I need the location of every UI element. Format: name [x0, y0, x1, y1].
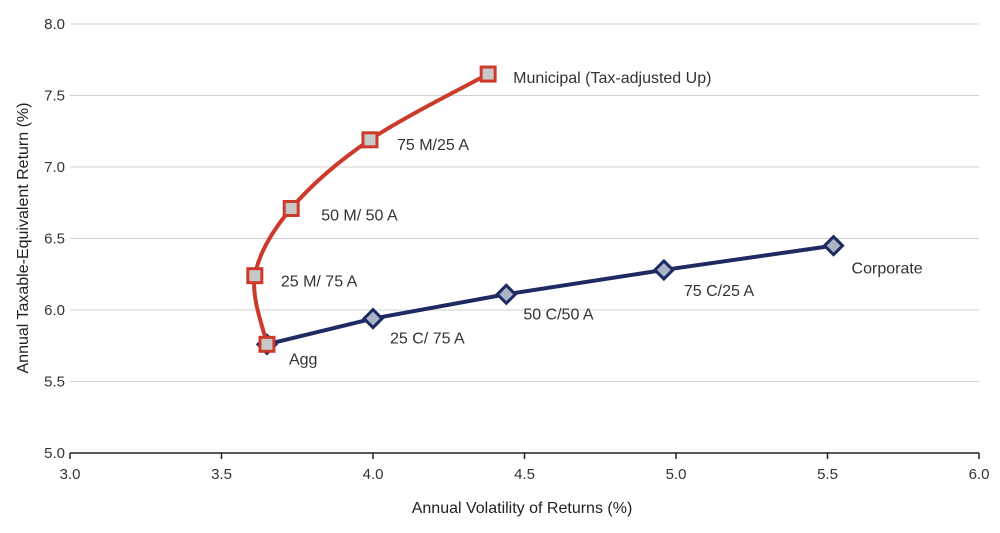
x-tick-label: 4.5: [514, 466, 535, 483]
corporate-point: [361, 307, 385, 330]
x-tick-label: 4.0: [363, 466, 384, 483]
x-tick-label: 5.5: [817, 466, 838, 483]
y-tick-label: 7.0: [44, 159, 65, 176]
point-label: 25 M/ 75 A: [281, 274, 358, 291]
municipal-point: [282, 199, 300, 217]
y-tick-label: 5.0: [44, 445, 65, 462]
x-tick-label: 6.0: [969, 466, 990, 483]
corporate-point: [652, 258, 676, 282]
municipal-point: [258, 335, 276, 353]
y-tick-label: 6.0: [44, 302, 65, 319]
point-label: 75 C/25 A: [684, 283, 755, 300]
x-tick-label: 3.0: [60, 466, 81, 483]
gridlines: [70, 23, 979, 382]
point-label: Agg: [289, 351, 317, 368]
municipal-point: [246, 267, 264, 285]
point-label: 25 C/ 75 A: [390, 331, 465, 348]
x-tick-label: 5.0: [666, 466, 687, 483]
municipal-point: [361, 131, 379, 149]
y-axis-title: Annual Taxable-Equivalent Return (%): [15, 103, 32, 374]
y-tick-label: 7.5: [44, 88, 65, 105]
corporate-point: [495, 283, 518, 306]
y-tick-label: 5.5: [44, 374, 65, 391]
point-label: 75 M/25 A: [397, 137, 469, 154]
point-labels: Agg 25 C/ 75 A 50 C/50 A 75 C/25 A Corporate…: [281, 70, 923, 368]
x-tick-label: 3.5: [211, 466, 232, 483]
municipal-point: [479, 65, 497, 83]
series: [246, 65, 845, 356]
point-label: Corporate: [852, 261, 923, 278]
y-tick-label: 8.0: [44, 16, 65, 33]
axes: 5.0 5.5 6.0 6.5 7.0 7.5 8.0 3.0 3.5 4.0 4.5 5.0 5.5 6…: [44, 16, 989, 483]
point-label: 50 M/ 50 A: [321, 207, 398, 224]
y-tick-label: 6.5: [44, 231, 65, 248]
corporate-point: [822, 234, 845, 257]
municipal-line: [252, 72, 490, 345]
point-label: 50 C/50 A: [523, 306, 594, 323]
point-label: Municipal (Tax-adjusted Up): [513, 70, 711, 87]
x-axis-title: Annual Volatility of Returns (%): [412, 500, 633, 517]
